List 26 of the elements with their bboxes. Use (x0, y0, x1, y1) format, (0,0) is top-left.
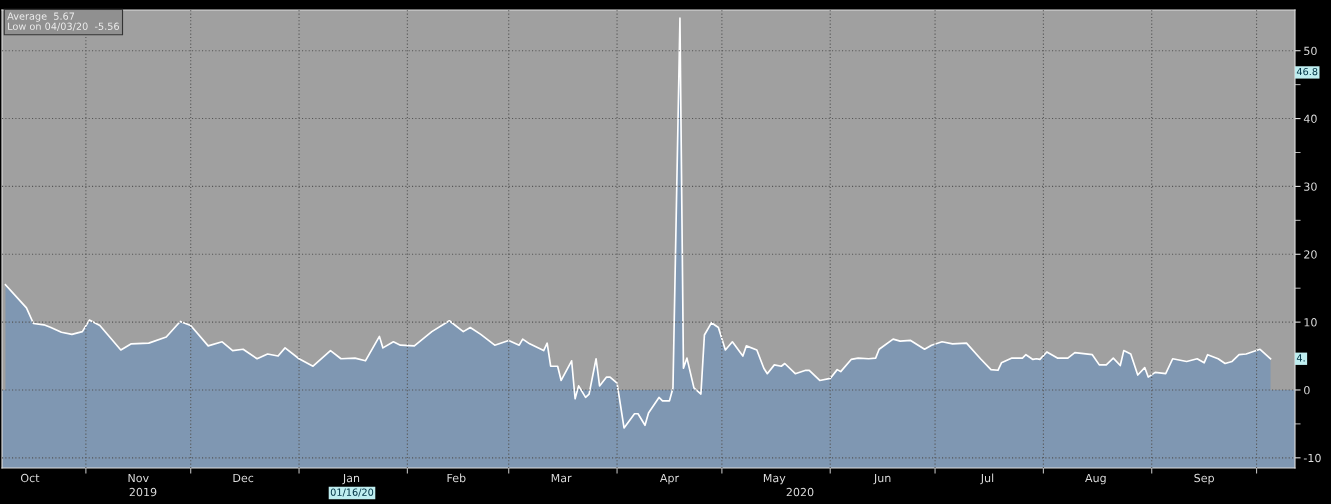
y-tick-label: 50 (1304, 46, 1317, 56)
annotation: 46.8 (1296, 67, 1318, 76)
x-tick-label: Apr (659, 473, 680, 485)
x-tick-label: Jan (342, 473, 360, 485)
x-tick-label: Dec (233, 473, 254, 483)
annotation: Average 5.67 (7, 12, 75, 22)
y-tick-label: 20 (1304, 250, 1317, 259)
y-tick-label: 0 (1304, 385, 1310, 395)
text: 2020 (786, 487, 814, 497)
x-tick-label: Aug (1085, 473, 1106, 485)
x-tick-label: Feb (447, 473, 466, 483)
annotation: 4. (1296, 354, 1305, 362)
y-tick-label: 40 (1303, 114, 1317, 123)
y-tick-label: 30 (1304, 182, 1317, 191)
text: 2019 (129, 487, 157, 497)
y-tick-label: -10 (1303, 453, 1321, 463)
x-tick-label: Jun (873, 473, 891, 485)
x-tick-label: Nov (128, 473, 149, 483)
x-tick-label: Oct (20, 473, 40, 483)
x-tick-label: May (763, 473, 786, 485)
text: 01/16/20 (330, 488, 374, 497)
x-tick-label: Sep (1194, 473, 1214, 485)
y-tick-label: 10 (1304, 318, 1317, 327)
x-tick-label: Jul (980, 473, 994, 485)
x-tick-label: Mar (551, 473, 572, 483)
annotation: Low on 04/03/20 -5.56 (8, 22, 119, 31)
